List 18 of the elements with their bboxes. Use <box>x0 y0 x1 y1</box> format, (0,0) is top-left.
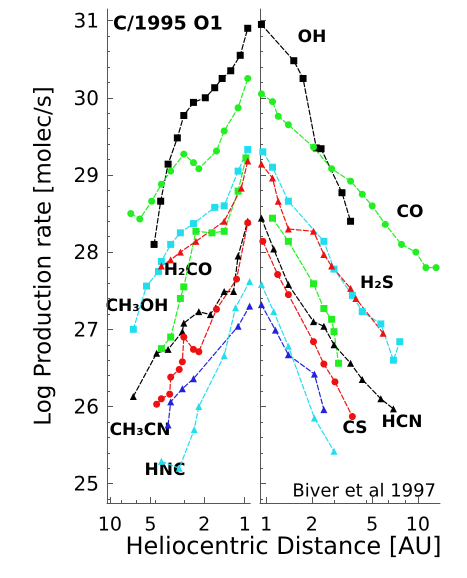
annotation: C/1995 O1 <box>113 12 223 34</box>
annotation: H₂CO <box>164 260 212 280</box>
y-tick-label: 29 <box>74 162 99 187</box>
annotation: Biver et al 1997 <box>292 480 436 502</box>
y-tick-label: 26 <box>74 394 99 419</box>
annotation: CS <box>342 418 368 438</box>
x-tick-label: 10 <box>98 514 122 536</box>
y-tick-label: 25 <box>74 472 99 496</box>
annotation: CO <box>396 202 424 222</box>
annotation: HCN <box>382 412 422 432</box>
y-tick-label: 27 <box>74 317 99 342</box>
annotation: H₂S <box>360 273 394 293</box>
y-tick-label: 31 <box>74 8 99 33</box>
y-tick-label: 28 <box>74 240 99 264</box>
y-tick-label: 30 <box>74 86 99 110</box>
y-axis-title: Log Production rate [molec/s] <box>30 86 56 426</box>
annotation: OH <box>298 27 326 47</box>
annotation: CH₃CN <box>110 420 170 440</box>
